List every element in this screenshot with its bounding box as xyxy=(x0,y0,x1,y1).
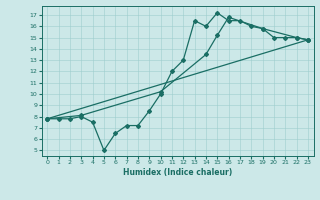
X-axis label: Humidex (Indice chaleur): Humidex (Indice chaleur) xyxy=(123,168,232,177)
